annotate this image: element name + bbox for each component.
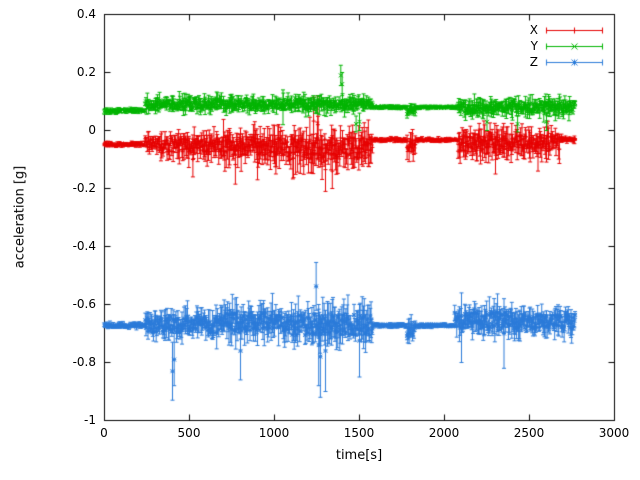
- legend-label-x: X: [529, 23, 538, 37]
- x-tick-label: 0: [100, 426, 108, 440]
- x-tick-label: 3000: [598, 426, 630, 440]
- x-tick-label: 1500: [343, 426, 375, 440]
- y-axis-title: acceleration [g]: [12, 165, 28, 269]
- y-tick-label: -0.4: [72, 239, 96, 253]
- y-tick-label: -1: [84, 413, 96, 427]
- y-tick-label: 0: [88, 123, 96, 137]
- legend-label-y: Y: [530, 39, 538, 53]
- x-tick-label: 2000: [428, 426, 460, 440]
- x-axis-title: time[s]: [335, 448, 383, 463]
- y-tick-label: 0.2: [76, 65, 96, 79]
- x-tick-label: 500: [177, 426, 201, 440]
- y-tick-label: 0.4: [76, 7, 96, 21]
- y-tick-label: -0.6: [72, 297, 96, 311]
- legend-label-z: Z: [529, 55, 538, 69]
- x-tick-label: 2500: [513, 426, 545, 440]
- x-tick-label: 1000: [258, 426, 290, 440]
- y-tick-label: -0.8: [72, 355, 96, 369]
- y-tick-label: -0.2: [72, 181, 96, 195]
